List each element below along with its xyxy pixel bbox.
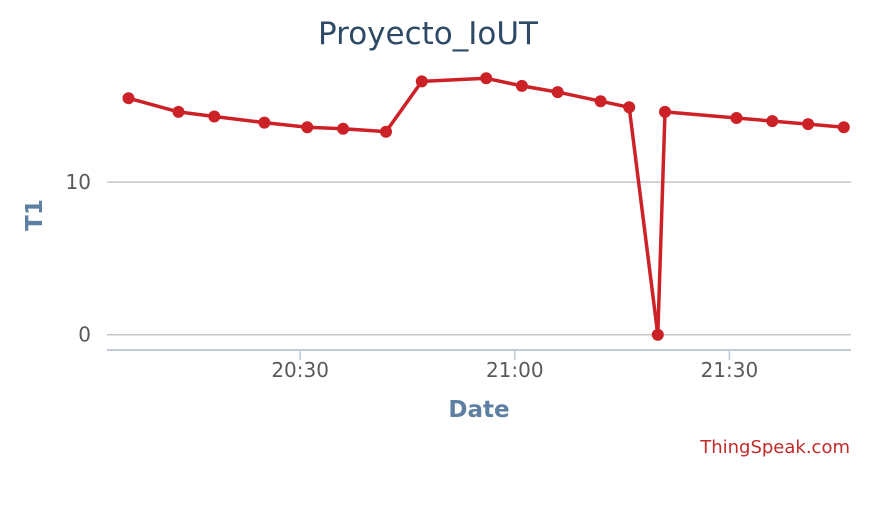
data-point[interactable] [766,115,779,128]
x-tick-label: 21:30 [701,358,759,382]
data-point[interactable] [837,121,850,134]
data-point[interactable] [659,105,671,118]
data-point[interactable] [415,75,428,88]
data-point[interactable] [594,95,607,108]
y-axis-title: T1 [22,199,48,231]
grid-layer [107,181,851,336]
data-point[interactable] [122,92,135,105]
y-tick-label: 0 [78,323,91,347]
data-point[interactable] [623,101,636,114]
data-point[interactable] [730,112,743,124]
data-point[interactable] [337,122,350,135]
data-point[interactable] [515,79,528,92]
x-tick-labels: 20:30 21:00 21:30 [271,358,758,382]
y-tick-labels: 0 10 [66,170,91,347]
data-point[interactable] [172,105,185,118]
x-tick-label: 20:30 [271,358,329,382]
chart-title: Proyecto_IoUT [318,16,539,52]
series-layer [122,72,850,341]
x-tick-label: 21:00 [486,358,544,382]
axis-layer [107,349,851,360]
data-point[interactable] [480,72,493,85]
data-point[interactable] [802,118,815,131]
data-point[interactable] [380,125,392,138]
data-point[interactable] [651,328,664,341]
data-point[interactable] [258,116,271,129]
x-axis-title: Date [448,397,509,423]
thingspeak-credit-link[interactable]: ThingSpeak.com [699,437,850,458]
data-point[interactable] [551,86,564,99]
data-point[interactable] [301,121,314,134]
data-point[interactable] [208,110,221,123]
y-tick-label: 10 [66,170,91,194]
